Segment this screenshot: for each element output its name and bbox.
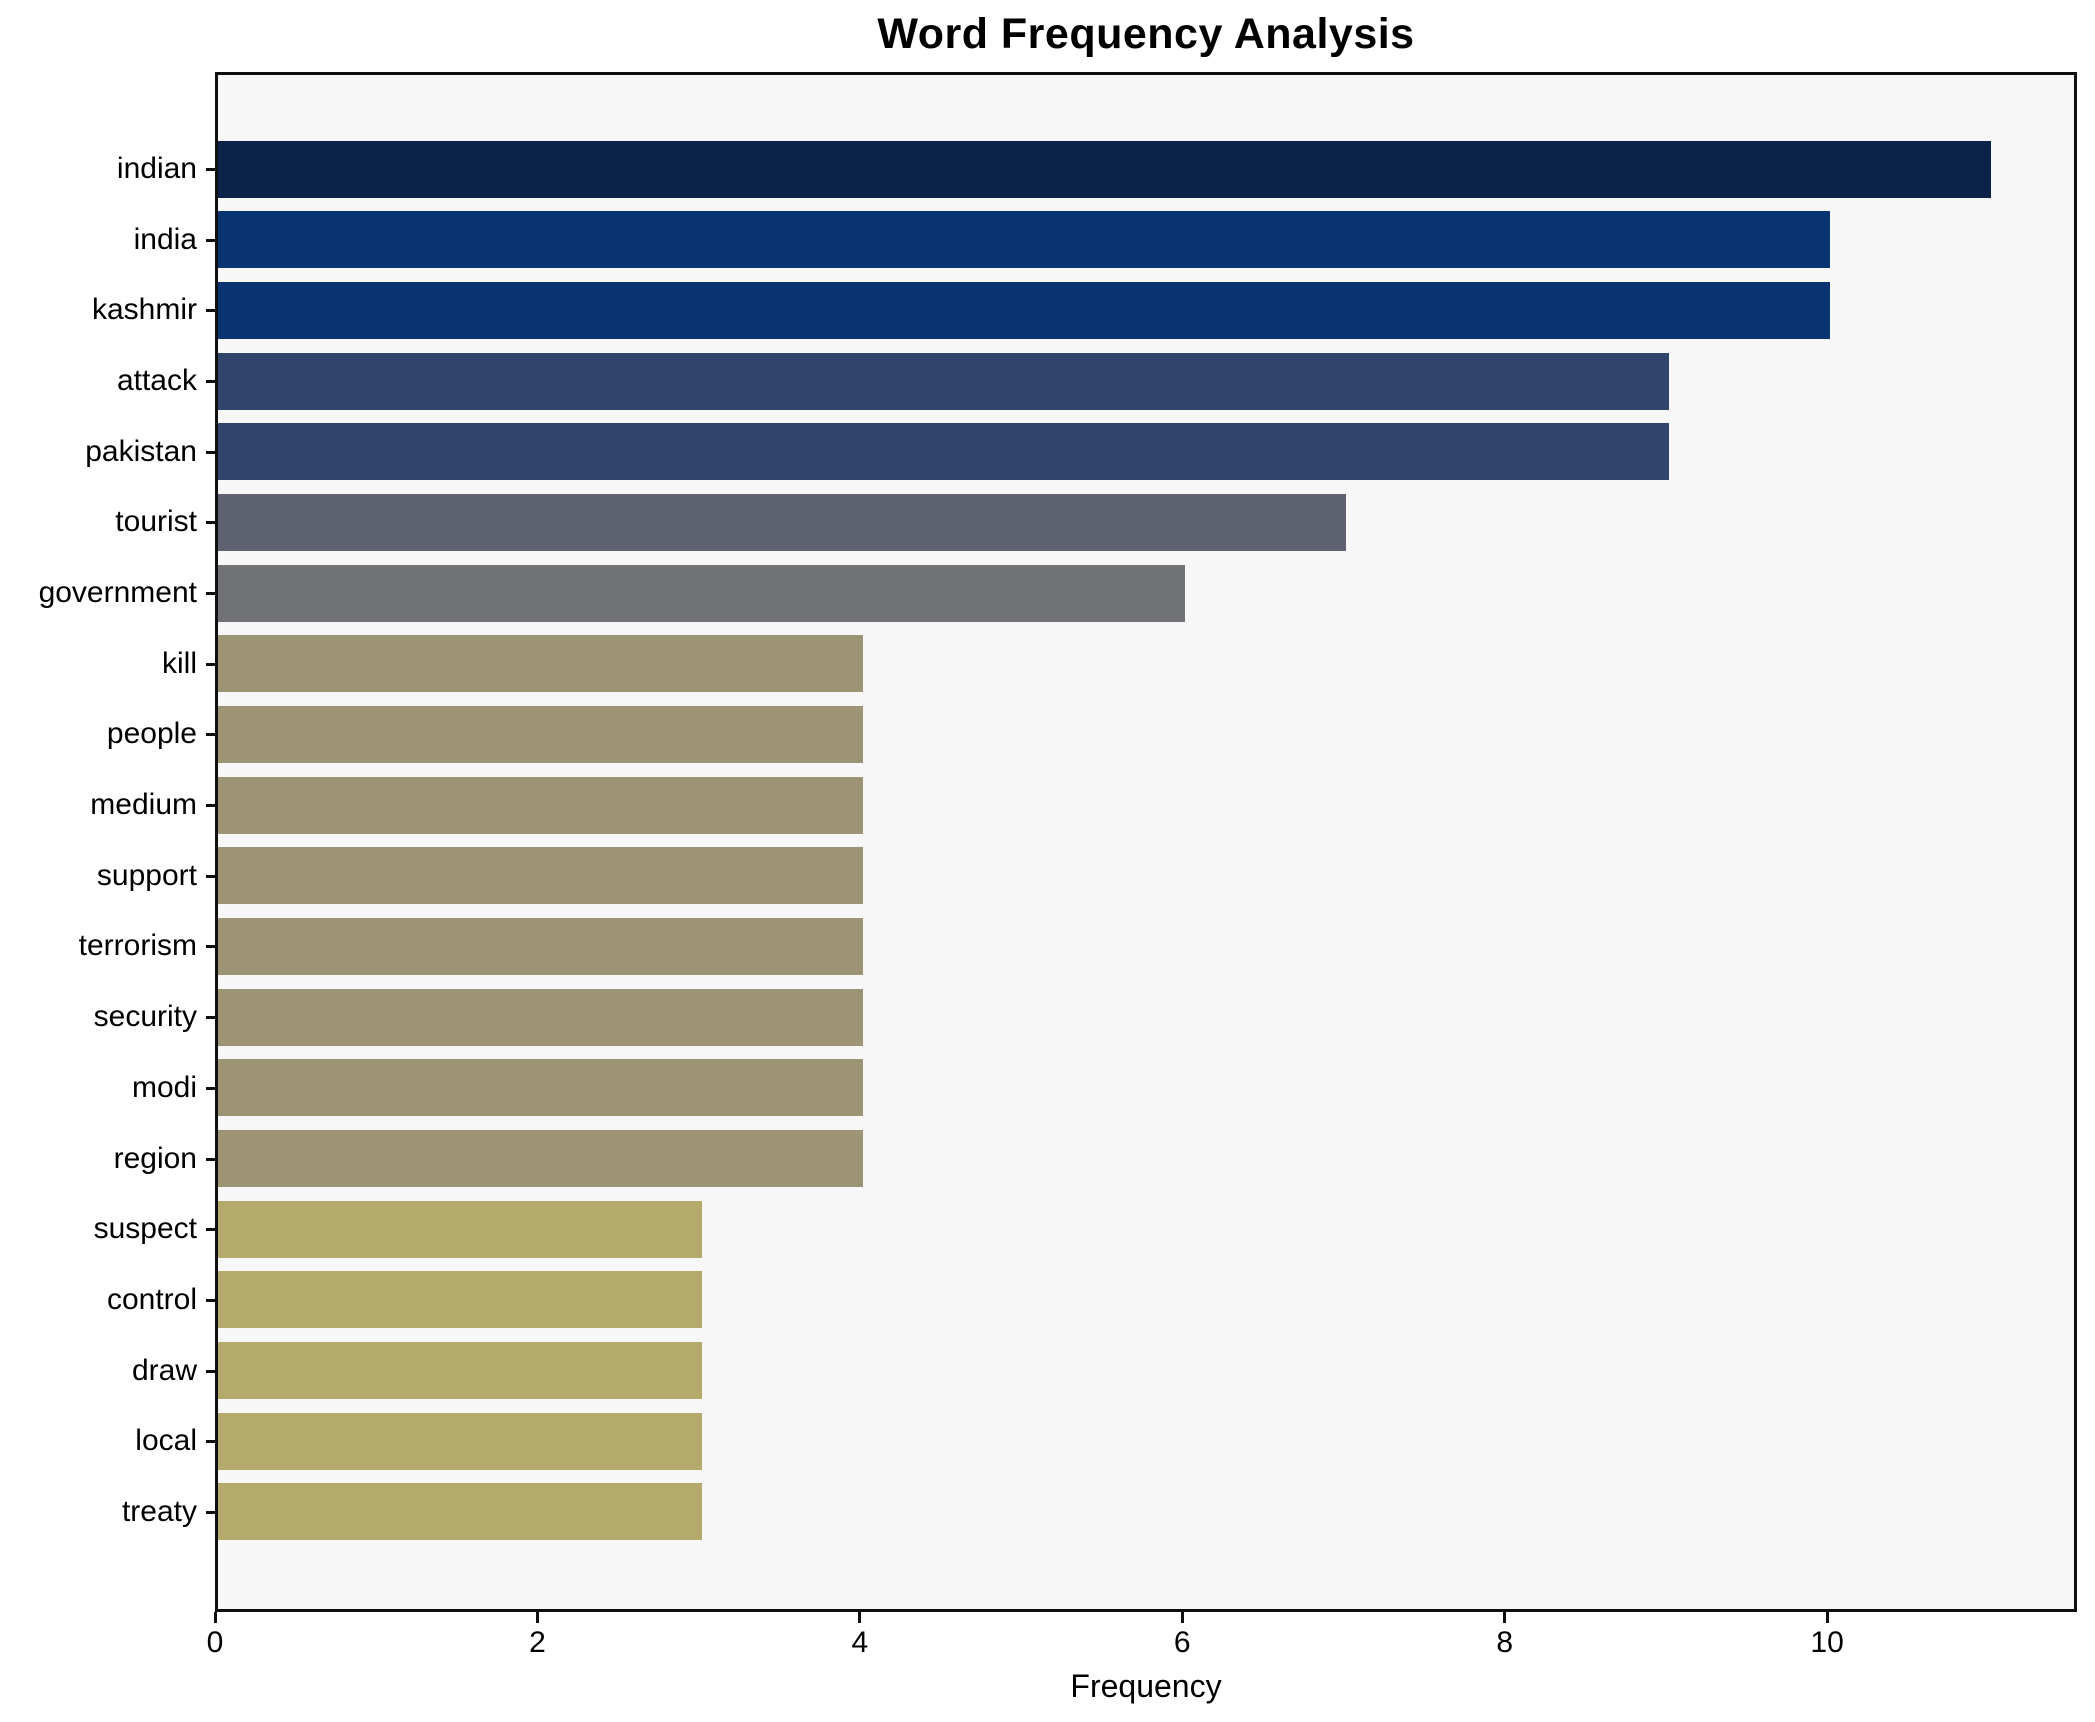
y-tick-mark xyxy=(206,804,215,808)
bar-security xyxy=(218,988,863,1046)
x-axis-title: Frequency xyxy=(1070,1668,1222,1704)
y-tick-mark xyxy=(206,733,215,737)
y-tick-mark xyxy=(206,380,215,384)
y-axis-label-security: security xyxy=(93,1000,197,1034)
x-tick-label-2: 2 xyxy=(529,1626,546,1659)
y-axis-label-people: people xyxy=(106,717,197,751)
y-axis-label-region: region xyxy=(113,1141,197,1175)
x-tick-mark xyxy=(1503,1612,1507,1623)
y-tick-mark xyxy=(206,1228,215,1232)
x-tick-mark xyxy=(535,1612,539,1623)
bar-tourist xyxy=(218,493,1346,551)
bar-treaty xyxy=(218,1483,702,1541)
x-tick-mark xyxy=(213,1612,217,1623)
bar-government xyxy=(218,564,1185,622)
y-tick-mark xyxy=(206,521,215,525)
x-tick-label-8: 8 xyxy=(1496,1626,1514,1659)
y-axis-label-suspect: suspect xyxy=(93,1212,197,1246)
y-tick-mark xyxy=(206,1440,215,1444)
bar-modi xyxy=(218,1059,863,1117)
y-axis-label-treaty: treaty xyxy=(121,1494,197,1528)
y-axis-label-attack: attack xyxy=(116,364,197,398)
bar-local xyxy=(218,1412,702,1470)
y-axis-label-modi: modi xyxy=(131,1070,197,1104)
x-tick-label-6: 6 xyxy=(1173,1626,1191,1659)
y-tick-mark xyxy=(206,662,215,666)
bar-region xyxy=(218,1130,863,1188)
bar-indian xyxy=(218,140,1991,198)
y-tick-mark xyxy=(206,1157,215,1161)
y-axis-label-india: india xyxy=(133,222,197,256)
bar-attack xyxy=(218,352,1669,410)
bar-people xyxy=(218,705,863,763)
x-tick-mark xyxy=(1180,1612,1184,1623)
bar-medium xyxy=(218,776,863,834)
y-tick-mark xyxy=(206,168,215,171)
y-tick-mark xyxy=(206,592,215,596)
y-tick-mark xyxy=(206,309,215,313)
y-axis-label-terrorism: terrorism xyxy=(78,929,197,963)
chart-title: Word Frequency Analysis xyxy=(877,10,1415,58)
y-tick-mark xyxy=(206,945,215,949)
x-tick-mark xyxy=(1825,1612,1829,1623)
y-axis-label-local: local xyxy=(135,1424,197,1458)
y-axis-label-draw: draw xyxy=(131,1353,197,1387)
bar-kashmir xyxy=(218,281,1830,339)
bar-pakistan xyxy=(218,423,1669,481)
y-tick-mark xyxy=(206,1298,215,1302)
plot-area xyxy=(215,72,2077,1612)
y-tick-mark xyxy=(206,1510,215,1514)
y-tick-mark xyxy=(206,1016,215,1020)
y-tick-mark xyxy=(206,1369,215,1373)
y-axis-label-control: control xyxy=(106,1282,197,1316)
bar-india xyxy=(218,211,1830,269)
bar-draw xyxy=(218,1342,702,1400)
y-axis-label-kashmir: kashmir xyxy=(91,293,197,327)
y-axis-label-support: support xyxy=(96,858,197,892)
bar-terrorism xyxy=(218,917,863,975)
x-tick-label-0: 0 xyxy=(206,1626,224,1659)
y-axis-label-medium: medium xyxy=(90,788,197,822)
bar-support xyxy=(218,847,863,905)
x-tick-label-4: 4 xyxy=(851,1626,869,1659)
bar-kill xyxy=(218,635,863,693)
x-tick-mark xyxy=(858,1612,862,1623)
y-axis-label-pakistan: pakistan xyxy=(85,434,197,468)
bar-suspect xyxy=(218,1200,702,1258)
y-axis-label-government: government xyxy=(38,576,197,610)
bar-control xyxy=(218,1271,702,1329)
x-tick-label-10: 10 xyxy=(1810,1626,1844,1659)
y-axis-label-kill: kill xyxy=(162,646,197,680)
y-tick-mark xyxy=(206,1086,215,1090)
y-tick-mark xyxy=(206,874,215,878)
y-tick-mark xyxy=(206,450,215,454)
y-tick-mark xyxy=(206,238,215,242)
y-axis-label-indian: indian xyxy=(116,152,197,185)
y-axis-label-tourist: tourist xyxy=(115,505,197,539)
